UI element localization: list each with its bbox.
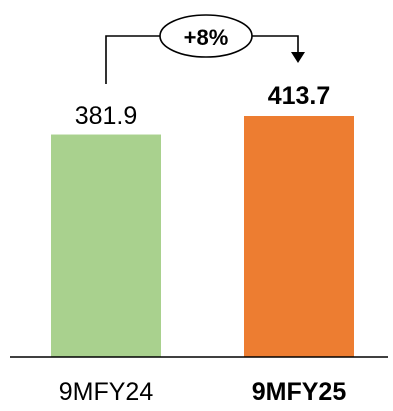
bar-9mfy24 <box>51 134 161 357</box>
category-label-9mfy25: 9MFY25 <box>252 378 347 406</box>
bar-9mfy25 <box>244 116 354 357</box>
category-label-9mfy24: 9MFY24 <box>59 378 154 406</box>
growth-label: +8% <box>184 25 229 50</box>
bars-group <box>51 116 354 357</box>
value-label-9mfy24: 381.9 <box>75 102 138 130</box>
growth-connector-line <box>105 35 160 84</box>
value-label-9mfy25: 413.7 <box>268 82 331 110</box>
growth-annotation: +8% <box>105 14 305 84</box>
growth-connector-line-right <box>252 35 299 52</box>
growth-bubble <box>159 14 253 58</box>
growth-arrowhead <box>291 52 305 63</box>
